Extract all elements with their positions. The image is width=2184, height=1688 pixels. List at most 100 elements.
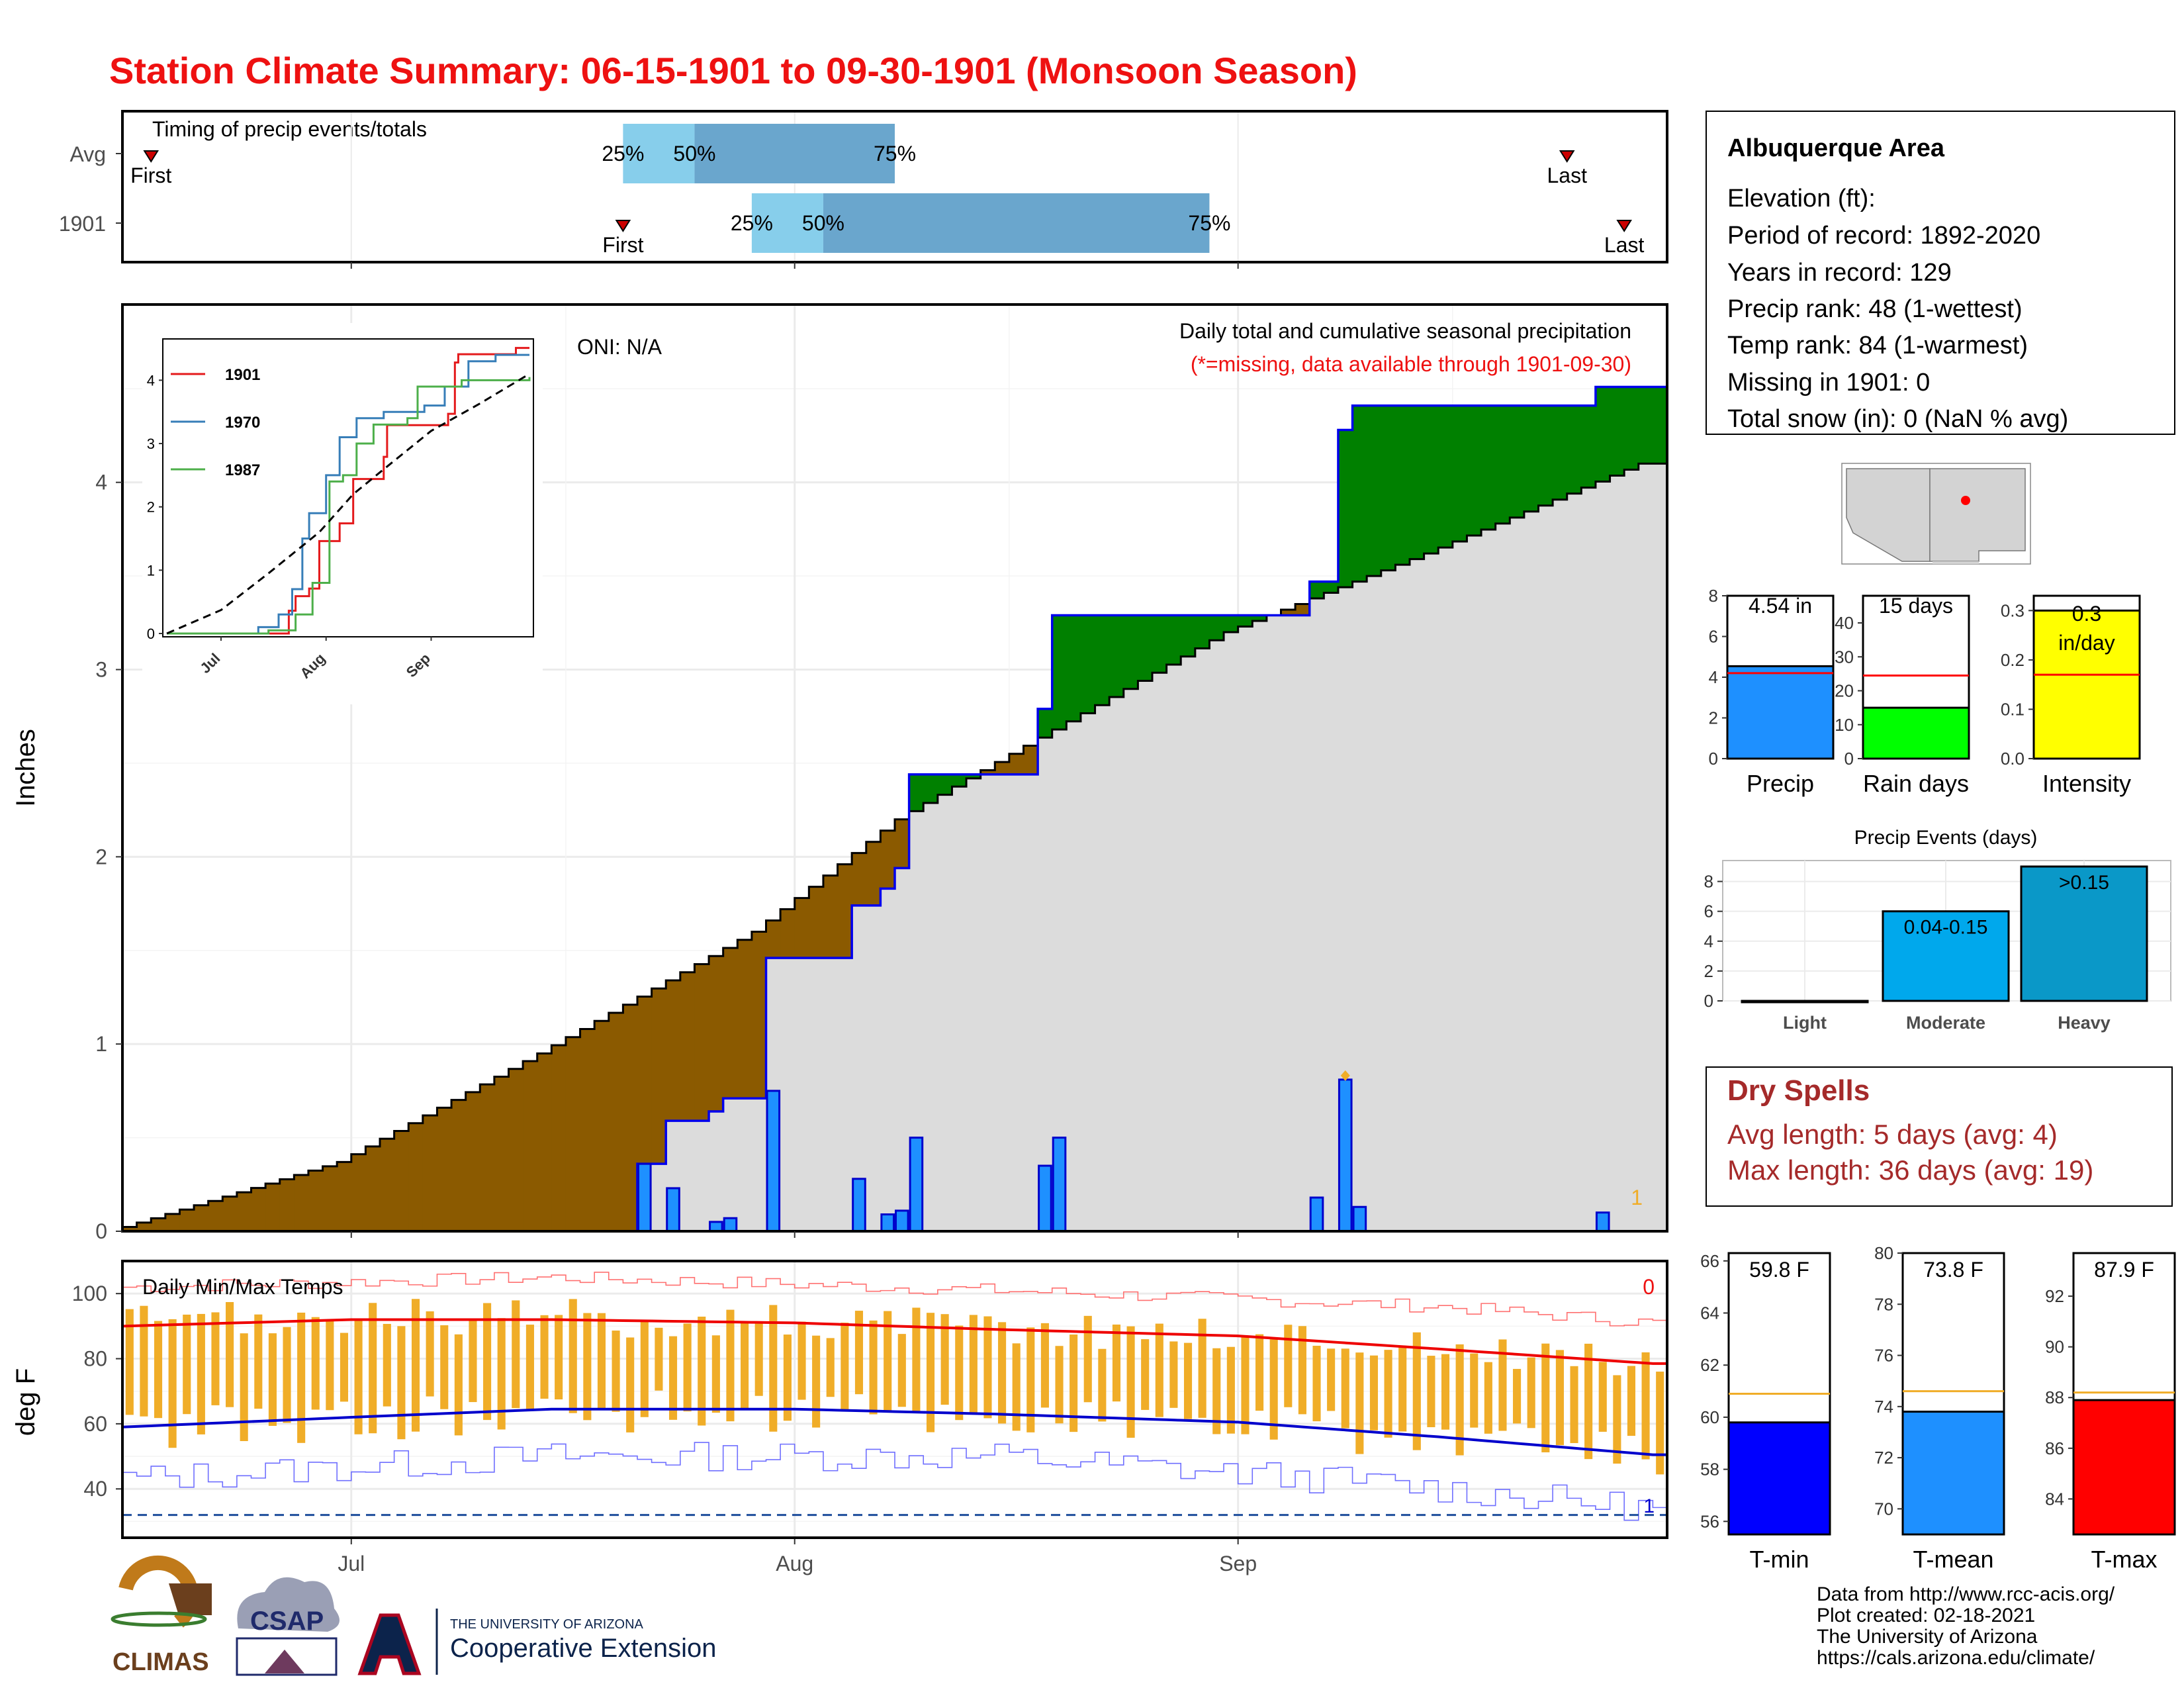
deficit-segment [880,830,895,889]
daily-temp-bar [411,1299,420,1432]
daily-temp-bar [1026,1327,1035,1432]
summary-bar-tick-label: 0.3 [2001,600,2025,620]
daily-temp-bar [969,1315,978,1414]
temp-bar-value-text: 73.8 F [1923,1258,1983,1282]
surplus-segment [952,774,967,787]
surplus-segment [1410,405,1425,559]
daily-temp-bar [354,1319,363,1434]
daily-precip-bar [723,1217,738,1233]
daily-precip-bar [666,1187,680,1233]
daily-temp-bar [340,1333,349,1402]
normal-max-line [122,1318,1667,1365]
temp-x-label: Sep [1219,1552,1257,1575]
deficit-segment [594,1021,610,1231]
deficit-segment [337,1162,352,1231]
daily-temp-bar [640,1320,649,1417]
surplus-segment [1324,581,1339,593]
surplus-segment [1367,405,1382,577]
daily-temp-bar [1284,1325,1293,1407]
precip-y-label: 4 [95,471,107,494]
csap-logo-cloud [237,1577,340,1632]
daily-temp-bar [1169,1341,1178,1408]
daily-temp-bar [1384,1350,1392,1438]
daily-temp-bar [1455,1344,1464,1456]
daily-temp-bar [897,1334,906,1407]
surplus-segment [923,774,938,804]
deficit-segment [666,980,681,1121]
daily-temp-bar [854,1311,864,1395]
daily-temp-bar [940,1314,949,1405]
footer-line: https://cals.arizona.edu/climate/ [1817,1647,2095,1669]
temp-max-missing: 0 [1643,1275,1655,1299]
summary-bar-tick-label: 6 [1709,627,1718,647]
surplus-segment [1581,405,1596,488]
daily-temp-bar [698,1317,706,1426]
daily-temp-bar [741,1323,749,1411]
daily-temp-bar [226,1301,234,1407]
daily-temp-bar [1484,1362,1492,1434]
deficit-segment [680,972,696,1121]
deficit-segment [780,909,796,959]
daily-temp-bar [297,1312,306,1443]
timing-panel: Timing of precip events/totals 25% 50% 75%… [59,110,1668,269]
temp-x-label: Jul [338,1552,365,1575]
temp-min-missing: 1 [1643,1495,1655,1517]
timing-row-label: Avg [69,142,106,166]
daily-temp-bar [440,1325,449,1409]
summary-bar-tick-label: 0.0 [2001,749,2025,769]
temp-bar-label: T-mean [1913,1546,1993,1573]
events-tick-label: 4 [1704,931,1713,951]
deficit-segment [623,1004,638,1231]
timing-p75-label: 75% [1188,211,1230,235]
daily-temp-bar [283,1327,291,1423]
inset-y-label: 4 [147,372,155,389]
daily-temp-bar [869,1320,878,1415]
summary-bar-tick-label: 0 [1844,749,1854,769]
deficit-segment [651,988,666,1164]
info-line: Elevation (ft): [1727,185,1876,212]
daily-precip-bar [880,1213,895,1233]
info-line: Missing in 1901: 0 [1727,369,1930,397]
daily-precip-bar [1309,1196,1324,1233]
deficit-segment [151,1218,166,1231]
daily-temp-bar [1183,1342,1193,1419]
daily-temp-bar [454,1334,463,1436]
deficit-segment [422,1115,438,1231]
daily-temp-bar [383,1323,391,1407]
surplus-segment [1553,405,1568,500]
temp-x-label: Aug [776,1552,813,1575]
daily-temp-bar [1055,1346,1064,1424]
deficit-segment [508,1068,523,1231]
inset-legend-label: 1970 [225,414,260,432]
temp-bar-tick-label: 74 [1874,1397,1893,1417]
daily-precip-bar [1595,1211,1610,1233]
surplus-segment [1095,615,1110,706]
surplus-segment [1166,615,1181,665]
precip-events-panel: Precip Events (days) Light 0.04-0.15 Moder… [1704,827,2171,1033]
deficit-segment [823,875,839,959]
ua-logo-a [357,1613,422,1675]
surplus-segment [1252,615,1267,621]
surplus-segment [1610,387,1625,476]
daily-temp-bar [1155,1323,1163,1417]
temp-bar-tick-label: 88 [2045,1387,2064,1407]
daily-temp-bar [1012,1343,1021,1431]
daily-temp-bar [525,1325,534,1411]
temp-bar-tick-label: 66 [1700,1251,1719,1271]
surplus-segment [1538,405,1553,506]
temp-bar-label: T-max [2091,1546,2157,1573]
climas-logo-block [169,1583,212,1615]
daily-temp-bar [1355,1352,1364,1454]
daily-temp-bar [1069,1334,1078,1432]
deficit-segment [608,1013,623,1231]
daily-precip-bar [909,1137,924,1233]
temp-y-label: 60 [83,1412,107,1436]
deficit-segment [236,1192,252,1231]
deficit-segment [265,1184,281,1231]
daily-temp-bar [884,1311,892,1411]
surplus-segment [1109,615,1124,697]
normal-min-line [122,1407,1667,1456]
surplus-segment [1123,615,1138,689]
surplus-segment [909,774,924,812]
summary-bar-value [2032,609,2141,760]
